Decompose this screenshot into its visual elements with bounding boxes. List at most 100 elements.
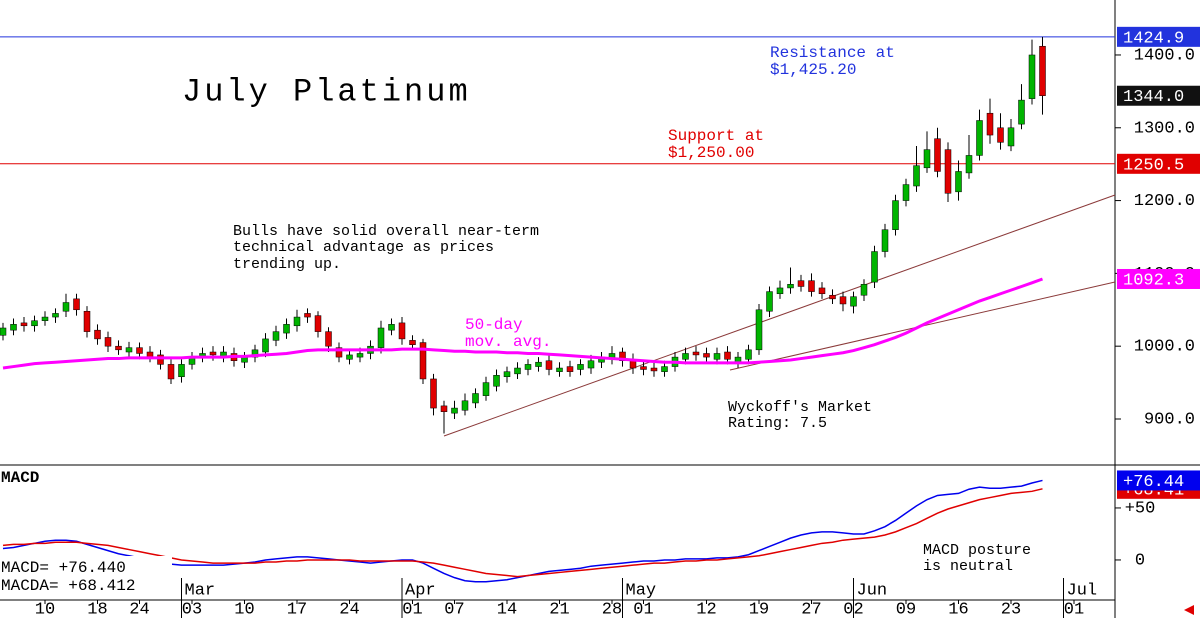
candle-body: [703, 353, 710, 358]
candle-body: [430, 378, 437, 409]
value-label: 1344.0: [1123, 88, 1184, 107]
x-tick-label: 10: [35, 600, 55, 618]
candle-body: [808, 280, 815, 292]
candle-body: [262, 338, 269, 353]
value-box: [1117, 85, 1200, 106]
candle-body: [587, 360, 595, 369]
y-tick-label: 1300.0: [1134, 119, 1195, 138]
candle-body: [461, 400, 469, 411]
candle-body: [661, 366, 668, 372]
annotation: technical advantage as prices: [233, 239, 494, 256]
candle-body: [577, 364, 584, 370]
candle-body: [104, 337, 112, 347]
x-tick-label: 24: [129, 600, 149, 618]
candle-body: [976, 120, 983, 156]
x-tick-label: 01: [633, 600, 653, 618]
candle-body: [493, 375, 500, 387]
candle-body: [766, 291, 773, 312]
candle-body: [524, 364, 532, 370]
candle-body: [871, 251, 878, 283]
y-tick-label: 1000.0: [1134, 338, 1195, 357]
candle-body: [545, 360, 553, 370]
candle-body: [1007, 127, 1015, 147]
candle-body: [283, 324, 290, 334]
candle-body: [556, 367, 563, 372]
candle-body: [20, 322, 28, 327]
candle-body: [745, 349, 752, 360]
candle-body: [356, 353, 364, 358]
candle-body: [73, 298, 80, 311]
candle-body: [913, 165, 920, 187]
candle-body: [209, 351, 217, 356]
y-tick-label: 1400.0: [1134, 46, 1195, 65]
candle-body: [125, 347, 133, 353]
candle-body: [650, 367, 658, 372]
annotation: Support at: [668, 127, 764, 145]
value-label: +76.44: [1123, 473, 1184, 492]
x-tick-label: 27: [801, 600, 821, 618]
candle-body: [986, 112, 994, 136]
candle-body: [335, 347, 343, 358]
annotation: MACD posture: [923, 542, 1031, 559]
candle-body: [419, 342, 427, 380]
candle-body: [797, 280, 805, 287]
candle-body: [325, 331, 332, 347]
candle-body: [692, 351, 700, 356]
candle-body: [514, 367, 521, 375]
candle-body: [398, 322, 406, 340]
y-tick-label: 1200.0: [1134, 192, 1195, 211]
x-tick-label: 14: [497, 600, 517, 618]
candle-body: [167, 364, 175, 380]
candle-body: [881, 229, 889, 252]
annotation: Wyckoff's Market: [728, 399, 872, 416]
x-tick-label: 12: [696, 600, 716, 618]
candle-body: [944, 149, 952, 194]
annotation: Resistance at: [770, 44, 895, 62]
x-tick-label: 10: [234, 600, 254, 618]
candle-body: [934, 138, 941, 172]
trend-line: [443, 194, 1116, 437]
candle-body: [860, 284, 868, 296]
candle-body: [503, 371, 511, 378]
candle-body: [829, 294, 836, 300]
candle-body: [346, 354, 353, 360]
readout: MACD= +76.440: [1, 559, 126, 577]
x-tick-label: 28: [602, 600, 622, 618]
x-tick-label: 23: [1001, 600, 1021, 618]
candle-body: [440, 405, 448, 412]
value-box: [1117, 153, 1200, 174]
candle-body: [755, 309, 763, 351]
annotation: Rating: 7.5: [728, 415, 827, 432]
candle-body: [682, 353, 689, 360]
candle-body: [776, 287, 784, 295]
readout-box: [0, 556, 172, 598]
candle-body: [1018, 99, 1025, 125]
candle-body: [178, 364, 185, 378]
candle-body: [293, 316, 301, 327]
candle-body: [482, 382, 490, 396]
annotation: $1,425.20: [770, 61, 856, 79]
annotation: is neutral: [923, 558, 1013, 575]
candle-body: [83, 310, 91, 332]
candle-body: [955, 171, 962, 193]
annotation: $1,250.00: [668, 144, 754, 162]
x-tick-label: 16: [948, 600, 968, 618]
candle-body: [94, 329, 101, 340]
chart-title: July Platinum: [182, 73, 471, 110]
candle-body: [31, 320, 38, 327]
readout: MACDA= +68.412: [1, 577, 135, 595]
candle-body: [136, 347, 143, 354]
y-tick-label: 900.0: [1144, 410, 1195, 429]
value-label: 1250.5: [1123, 156, 1184, 175]
x-tick-label: 24: [339, 600, 359, 618]
value-box: [1117, 470, 1200, 491]
candle-body: [157, 354, 164, 365]
month-label: Apr: [405, 581, 436, 600]
x-tick-label: 09: [896, 600, 916, 618]
scroll-arrow: [1184, 605, 1194, 615]
candle-body: [640, 366, 647, 370]
candle-body: [724, 351, 731, 360]
candle-body: [535, 361, 542, 367]
month-label: Jun: [857, 581, 888, 600]
